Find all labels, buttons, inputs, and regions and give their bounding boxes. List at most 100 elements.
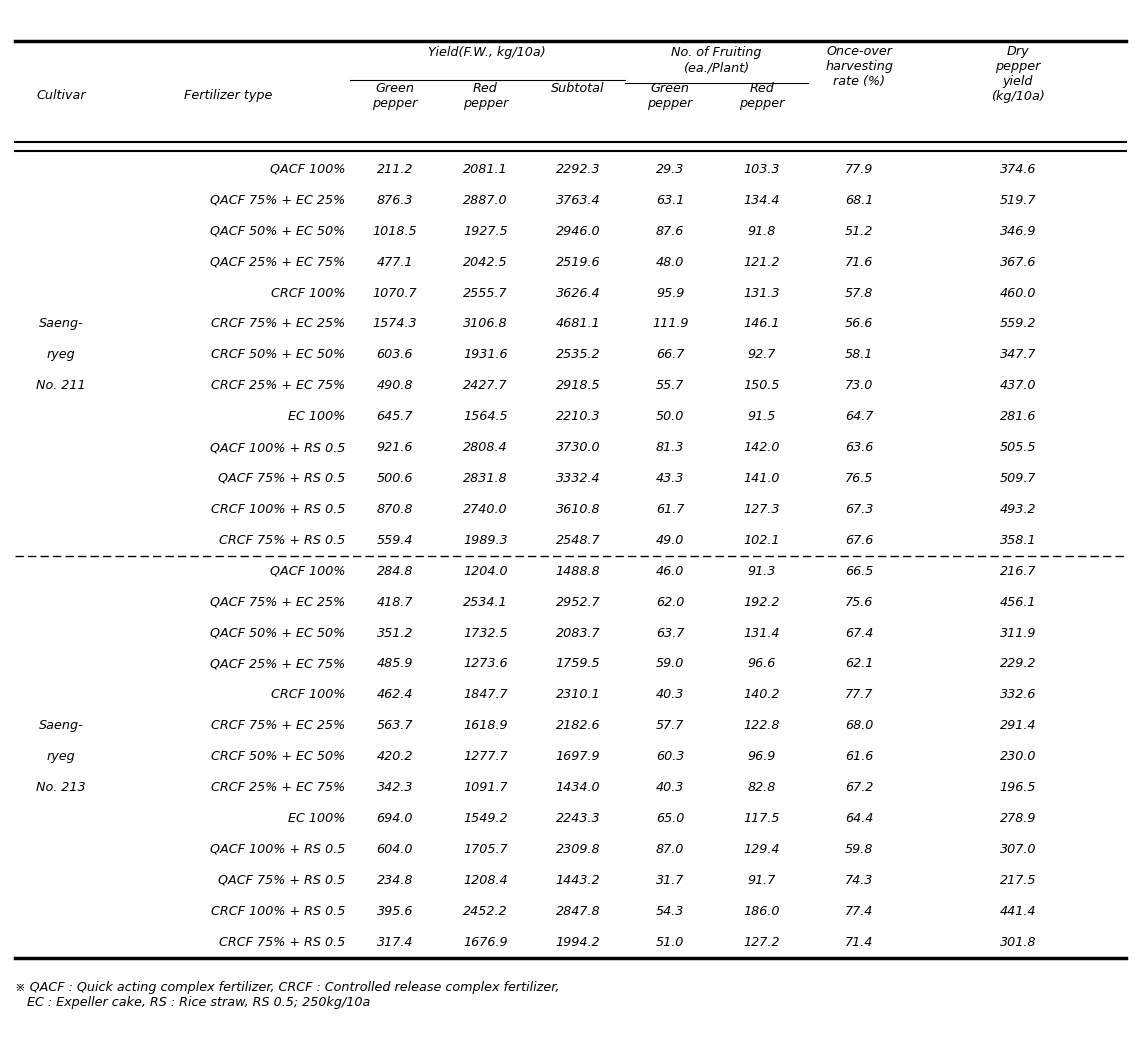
- Text: 2081.1: 2081.1: [463, 163, 508, 176]
- Text: CRCF 100%: CRCF 100%: [270, 286, 345, 300]
- Text: 437.0: 437.0: [1000, 379, 1036, 392]
- Text: 3626.4: 3626.4: [556, 286, 600, 300]
- Text: 55.7: 55.7: [656, 379, 685, 392]
- Text: 1434.0: 1434.0: [556, 781, 600, 794]
- Text: 71.4: 71.4: [845, 936, 874, 948]
- Text: 71.6: 71.6: [845, 256, 874, 268]
- Text: 127.2: 127.2: [744, 936, 780, 948]
- Text: 2555.7: 2555.7: [463, 286, 508, 300]
- Text: 1018.5: 1018.5: [373, 225, 418, 238]
- Text: 68.0: 68.0: [845, 719, 874, 732]
- Text: 196.5: 196.5: [1000, 781, 1036, 794]
- Text: 40.3: 40.3: [656, 781, 685, 794]
- Text: 694.0: 694.0: [377, 812, 413, 825]
- Text: 96.9: 96.9: [747, 750, 776, 763]
- Text: 229.2: 229.2: [1000, 658, 1036, 671]
- Text: 460.0: 460.0: [1000, 286, 1036, 300]
- Text: QACF 50% + EC 50%: QACF 50% + EC 50%: [210, 626, 345, 640]
- Text: 59.0: 59.0: [656, 658, 685, 671]
- Text: 2831.8: 2831.8: [463, 472, 508, 485]
- Text: 150.5: 150.5: [744, 379, 780, 392]
- Text: 2808.4: 2808.4: [463, 441, 508, 454]
- Text: 456.1: 456.1: [1000, 596, 1036, 608]
- Text: QACF 100% + RS 0.5: QACF 100% + RS 0.5: [210, 843, 345, 855]
- Text: 50.0: 50.0: [656, 410, 685, 423]
- Text: 1204.0: 1204.0: [463, 565, 508, 578]
- Text: 131.4: 131.4: [744, 626, 780, 640]
- Text: 493.2: 493.2: [1000, 503, 1036, 516]
- Text: 1549.2: 1549.2: [463, 812, 508, 825]
- Text: 1070.7: 1070.7: [373, 286, 418, 300]
- Text: 62.1: 62.1: [845, 658, 874, 671]
- Text: QACF 75% + EC 25%: QACF 75% + EC 25%: [210, 194, 345, 207]
- Text: 51.2: 51.2: [845, 225, 874, 238]
- Text: 2309.8: 2309.8: [556, 843, 600, 855]
- Text: 129.4: 129.4: [744, 843, 780, 855]
- Text: 64.4: 64.4: [845, 812, 874, 825]
- Text: QACF 75% + EC 25%: QACF 75% + EC 25%: [210, 596, 345, 608]
- Text: 1564.5: 1564.5: [463, 410, 508, 423]
- Text: EC 100%: EC 100%: [288, 812, 345, 825]
- Text: Subtotal: Subtotal: [551, 81, 605, 95]
- Text: 58.1: 58.1: [845, 348, 874, 361]
- Text: QACF 100% + RS 0.5: QACF 100% + RS 0.5: [210, 441, 345, 454]
- Text: 462.4: 462.4: [377, 689, 413, 701]
- Text: Red
pepper: Red pepper: [739, 81, 785, 110]
- Text: 3332.4: 3332.4: [556, 472, 600, 485]
- Text: 57.8: 57.8: [845, 286, 874, 300]
- Text: Dry
pepper
yield
(kg/10a): Dry pepper yield (kg/10a): [992, 45, 1045, 103]
- Text: 73.0: 73.0: [845, 379, 874, 392]
- Text: 346.9: 346.9: [1000, 225, 1036, 238]
- Text: 519.7: 519.7: [1000, 194, 1036, 207]
- Text: 62.0: 62.0: [656, 596, 685, 608]
- Text: 77.4: 77.4: [845, 905, 874, 918]
- Text: 1732.5: 1732.5: [463, 626, 508, 640]
- Text: 367.6: 367.6: [1000, 256, 1036, 268]
- Text: 1847.7: 1847.7: [463, 689, 508, 701]
- Text: ryeg: ryeg: [47, 750, 75, 763]
- Text: 61.6: 61.6: [845, 750, 874, 763]
- Text: CRCF 50% + EC 50%: CRCF 50% + EC 50%: [211, 750, 345, 763]
- Text: 563.7: 563.7: [377, 719, 413, 732]
- Text: 2946.0: 2946.0: [556, 225, 600, 238]
- Text: 63.7: 63.7: [656, 626, 685, 640]
- Text: No. 211: No. 211: [37, 379, 86, 392]
- Text: 2310.1: 2310.1: [556, 689, 600, 701]
- Text: 485.9: 485.9: [377, 658, 413, 671]
- Text: 127.3: 127.3: [744, 503, 780, 516]
- Text: QACF 50% + EC 50%: QACF 50% + EC 50%: [210, 225, 345, 238]
- Text: QACF 75% + RS 0.5: QACF 75% + RS 0.5: [218, 873, 345, 887]
- Text: 43.3: 43.3: [656, 472, 685, 485]
- Text: 146.1: 146.1: [744, 318, 780, 331]
- Text: 559.4: 559.4: [377, 534, 413, 547]
- Text: 2427.7: 2427.7: [463, 379, 508, 392]
- Text: 876.3: 876.3: [377, 194, 413, 207]
- Text: 1618.9: 1618.9: [463, 719, 508, 732]
- Text: 441.4: 441.4: [1000, 905, 1036, 918]
- Text: 1277.7: 1277.7: [463, 750, 508, 763]
- Text: 121.2: 121.2: [744, 256, 780, 268]
- Text: 77.7: 77.7: [845, 689, 874, 701]
- Text: No. 213: No. 213: [37, 781, 86, 794]
- Text: 342.3: 342.3: [377, 781, 413, 794]
- Text: 291.4: 291.4: [1000, 719, 1036, 732]
- Text: 66.7: 66.7: [656, 348, 685, 361]
- Text: 281.6: 281.6: [1000, 410, 1036, 423]
- Text: Red
pepper: Red pepper: [463, 81, 508, 110]
- Text: Saeng-: Saeng-: [39, 318, 83, 331]
- Text: 192.2: 192.2: [744, 596, 780, 608]
- Text: 3610.8: 3610.8: [556, 503, 600, 516]
- Text: Green
pepper: Green pepper: [372, 81, 418, 110]
- Text: CRCF 100% + RS 0.5: CRCF 100% + RS 0.5: [211, 503, 345, 516]
- Text: CRCF 50% + EC 50%: CRCF 50% + EC 50%: [211, 348, 345, 361]
- Text: 91.7: 91.7: [747, 873, 776, 887]
- Text: 63.1: 63.1: [656, 194, 685, 207]
- Text: Once-over
harvesting
rate (%): Once-over harvesting rate (%): [825, 45, 893, 88]
- Text: 91.3: 91.3: [747, 565, 776, 578]
- Text: 1931.6: 1931.6: [463, 348, 508, 361]
- Text: 420.2: 420.2: [377, 750, 413, 763]
- Text: CRCF 100%: CRCF 100%: [270, 689, 345, 701]
- Text: 122.8: 122.8: [744, 719, 780, 732]
- Text: 67.6: 67.6: [845, 534, 874, 547]
- Text: 1443.2: 1443.2: [556, 873, 600, 887]
